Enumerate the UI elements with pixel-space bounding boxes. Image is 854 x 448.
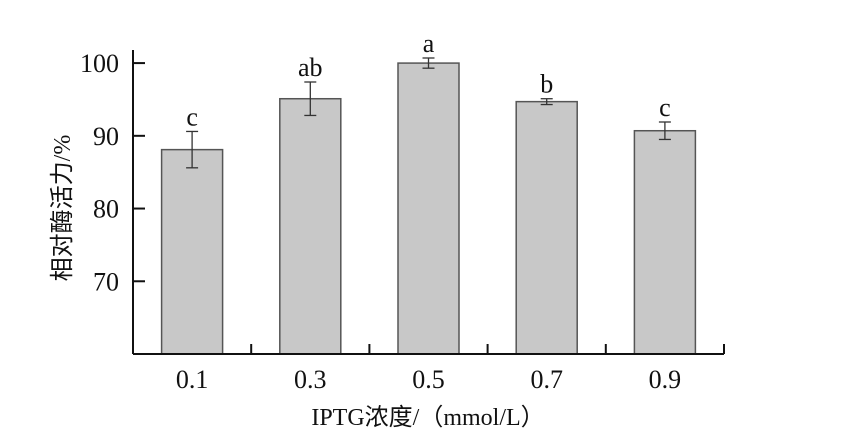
significance-label: a bbox=[423, 29, 435, 58]
y-tick-label: 90 bbox=[93, 122, 119, 151]
y-axis-title: 相对酶活力/% bbox=[49, 135, 76, 282]
y-tick-label: 80 bbox=[93, 195, 119, 224]
bar-0.1 bbox=[160, 148, 224, 355]
y-ticks-group: 70 80 90 100 bbox=[80, 49, 145, 296]
bar-0.7 bbox=[515, 100, 578, 355]
significance-label: ab bbox=[298, 53, 323, 82]
bar-0.5 bbox=[397, 62, 460, 355]
bar-0.9 bbox=[633, 129, 697, 355]
bar-0.3 bbox=[279, 97, 342, 355]
x-axis-title: IPTG浓度/（mmol/L） bbox=[311, 404, 544, 431]
y-tick-label: 70 bbox=[93, 267, 119, 296]
significance-label: b bbox=[540, 70, 553, 99]
x-tick-label: 0.3 bbox=[294, 365, 327, 394]
x-tick-label: 0.5 bbox=[412, 365, 445, 394]
y-tick-label: 100 bbox=[80, 49, 119, 78]
significance-label: c bbox=[659, 93, 671, 122]
significance-label: c bbox=[186, 102, 198, 131]
x-tick-label: 0.7 bbox=[530, 365, 563, 394]
x-ticks-group: 0.1 0.3 0.5 0.7 0.9 bbox=[176, 344, 725, 394]
x-tick-label: 0.9 bbox=[649, 365, 682, 394]
x-tick-label: 0.1 bbox=[176, 365, 209, 394]
